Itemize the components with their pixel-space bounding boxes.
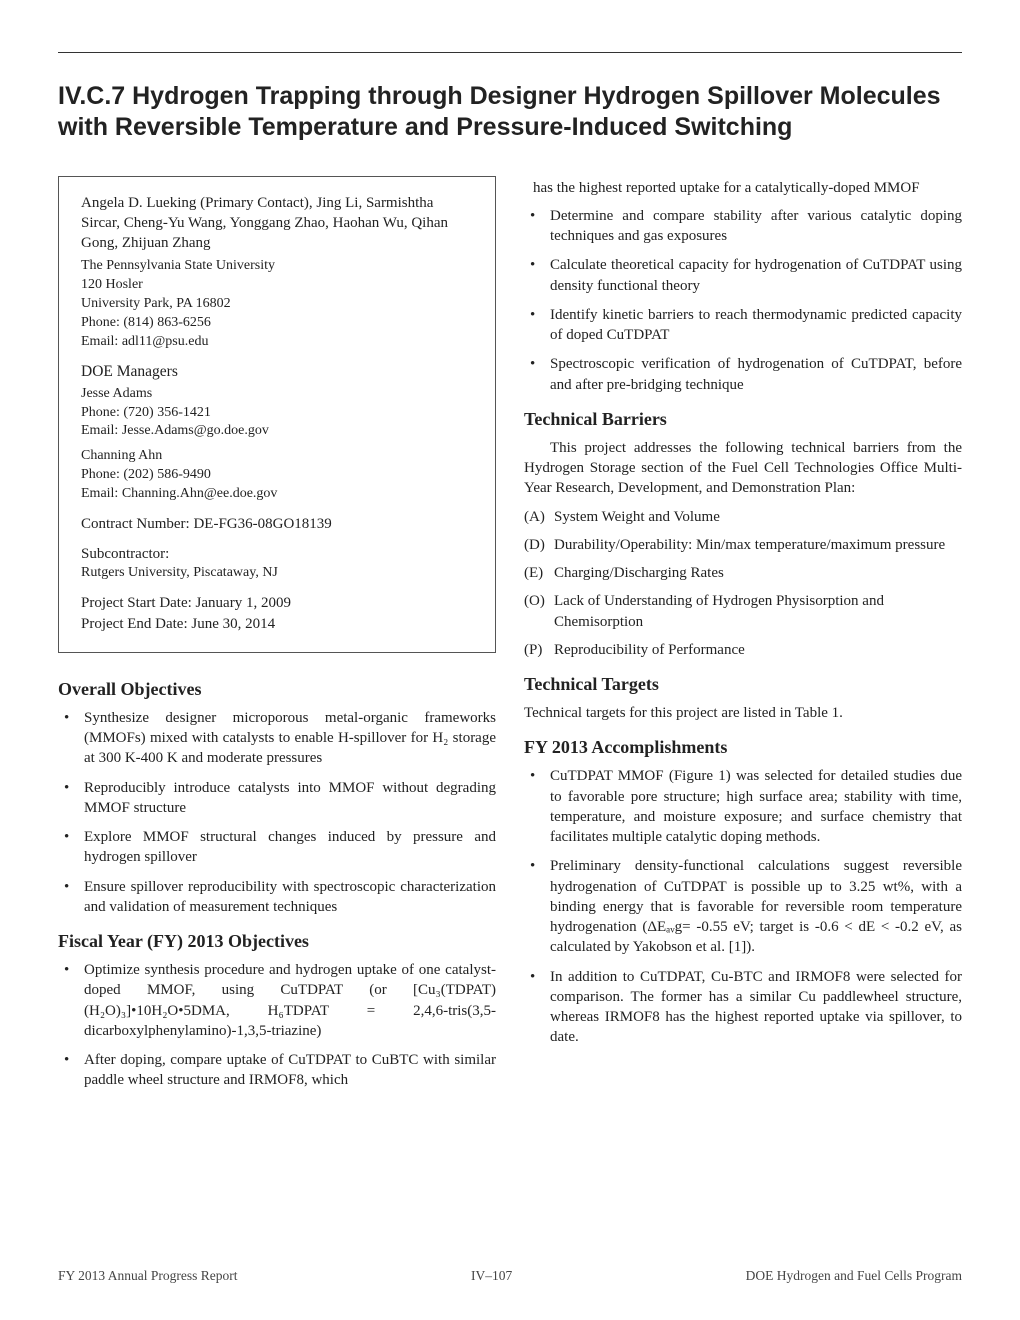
list-item: (E) Charging/Discharging Rates bbox=[524, 563, 962, 583]
footer-center: IV–107 bbox=[471, 1268, 512, 1284]
technical-barriers-list: (A) System Weight and Volume (D) Durabilit… bbox=[524, 507, 962, 661]
list-item: (P) Reproducibility of Performance bbox=[524, 640, 962, 660]
item-label: (D) bbox=[524, 535, 545, 555]
mgr-line: Email: Channing.Ahn@ee.doe.gov bbox=[81, 485, 473, 504]
fy2013-objectives-heading: Fiscal Year (FY) 2013 Objectives bbox=[58, 931, 496, 952]
affil-line: Phone: (814) 863-6256 bbox=[81, 314, 473, 333]
page-title: IV.C.7 Hydrogen Trapping through Designe… bbox=[58, 81, 962, 144]
mgr-line: Jesse Adams bbox=[81, 385, 473, 404]
list-item: Determine and compare stability after va… bbox=[524, 206, 962, 247]
affil-line: Email: adl11@psu.edu bbox=[81, 333, 473, 352]
top-rule bbox=[58, 52, 962, 53]
authors: Angela D. Lueking (Primary Contact), Jin… bbox=[81, 193, 473, 254]
item-text: Reproducibility of Performance bbox=[554, 642, 745, 658]
affil-line: 120 Hosler bbox=[81, 276, 473, 295]
footer-left: FY 2013 Annual Progress Report bbox=[58, 1268, 238, 1284]
fy2013-accomplishments-list: CuTDPAT MMOF (Figure 1) was selected for… bbox=[524, 766, 962, 1047]
list-item: (D) Durability/Operability: Min/max tempe… bbox=[524, 535, 962, 555]
technical-barriers-heading: Technical Barriers bbox=[524, 409, 962, 430]
list-item: Ensure spillover reproducibility with sp… bbox=[58, 877, 496, 918]
item-label: (E) bbox=[524, 563, 543, 583]
mgr-line: Channing Ahn bbox=[81, 447, 473, 466]
left-column: Angela D. Lueking (Primary Contact), Jin… bbox=[58, 174, 496, 1103]
list-item: In addition to CuTDPAT, Cu-BTC and IRMOF… bbox=[524, 967, 962, 1048]
overall-objectives-list: Synthesize designer microporous metal-or… bbox=[58, 708, 496, 917]
date-line: Project Start Date: January 1, 2009 bbox=[81, 593, 473, 613]
technical-targets-heading: Technical Targets bbox=[524, 674, 962, 695]
mgr-line: Phone: (720) 356-1421 bbox=[81, 404, 473, 423]
list-item: Reproducibly introduce catalysts into MM… bbox=[58, 778, 496, 819]
subcontractor-block: Subcontractor: Rutgers University, Pisca… bbox=[81, 544, 473, 583]
technical-targets-text: Technical targets for this project are l… bbox=[524, 703, 962, 723]
project-dates: Project Start Date: January 1, 2009 Proj… bbox=[81, 593, 473, 634]
item-label: (P) bbox=[524, 640, 542, 660]
contract-number: Contract Number: DE-FG36-08GO18139 bbox=[81, 514, 473, 534]
fy2013-accomplishments-heading: FY 2013 Accomplishments bbox=[524, 737, 962, 758]
item-label: (A) bbox=[524, 507, 545, 527]
list-item: Explore MMOF structural changes induced … bbox=[58, 827, 496, 868]
list-item: Identify kinetic barriers to reach therm… bbox=[524, 305, 962, 346]
doe-managers-heading: DOE Managers bbox=[81, 362, 473, 383]
col2-bullets: Determine and compare stability after va… bbox=[524, 206, 962, 395]
list-item: Spectroscopic verification of hydrogenat… bbox=[524, 354, 962, 395]
item-text: Lack of Understanding of Hydrogen Physis… bbox=[554, 593, 884, 629]
mgr-line: Phone: (202) 586-9490 bbox=[81, 466, 473, 485]
affil-line: University Park, PA 16802 bbox=[81, 295, 473, 314]
doe-managers-block: DOE Managers Jesse Adams Phone: (720) 35… bbox=[81, 362, 473, 504]
mgr-line: Email: Jesse.Adams@go.doe.gov bbox=[81, 422, 473, 441]
page-footer: FY 2013 Annual Progress Report IV–107 DO… bbox=[58, 1268, 962, 1284]
two-column-layout: Angela D. Lueking (Primary Contact), Jin… bbox=[58, 174, 962, 1103]
item-label: (O) bbox=[524, 591, 545, 611]
item-text: System Weight and Volume bbox=[554, 509, 720, 525]
list-item: Calculate theoretical capacity for hydro… bbox=[524, 255, 962, 296]
affiliation: The Pennsylvania State University 120 Ho… bbox=[81, 257, 473, 351]
item-text: Durability/Operability: Min/max temperat… bbox=[554, 537, 945, 553]
technical-barriers-intro: This project addresses the following tec… bbox=[524, 438, 962, 499]
list-item: (O) Lack of Understanding of Hydrogen Phy… bbox=[524, 591, 962, 632]
affil-line: The Pennsylvania State University bbox=[81, 257, 473, 276]
subcontractor-heading: Subcontractor: bbox=[81, 544, 473, 564]
fy2013-objectives-list: Optimize synthesis procedure and hydroge… bbox=[58, 960, 496, 1091]
list-item: Synthesize designer microporous metal-or… bbox=[58, 708, 496, 769]
footer-right: DOE Hydrogen and Fuel Cells Program bbox=[746, 1268, 962, 1284]
list-item: Preliminary density-functional calculati… bbox=[524, 856, 962, 957]
continuation-text: • has the highest reported uptake for a … bbox=[524, 178, 962, 198]
cont: has the highest reported uptake for a ca… bbox=[533, 180, 920, 196]
list-item: Optimize synthesis procedure and hydroge… bbox=[58, 960, 496, 1041]
manager-2: Channing Ahn Phone: (202) 586-9490 Email… bbox=[81, 447, 473, 504]
item-text: Charging/Discharging Rates bbox=[554, 565, 724, 581]
list-item: CuTDPAT MMOF (Figure 1) was selected for… bbox=[524, 766, 962, 847]
list-item: After doping, compare uptake of CuTDPAT … bbox=[58, 1050, 496, 1091]
info-box: Angela D. Lueking (Primary Contact), Jin… bbox=[58, 176, 496, 653]
right-column: • has the highest reported uptake for a … bbox=[524, 174, 962, 1103]
manager-1: Jesse Adams Phone: (720) 356-1421 Email:… bbox=[81, 385, 473, 442]
subcontractor: Rutgers University, Piscataway, NJ bbox=[81, 564, 473, 583]
list-item: (A) System Weight and Volume bbox=[524, 507, 962, 527]
date-line: Project End Date: June 30, 2014 bbox=[81, 614, 473, 634]
overall-objectives-heading: Overall Objectives bbox=[58, 679, 496, 700]
